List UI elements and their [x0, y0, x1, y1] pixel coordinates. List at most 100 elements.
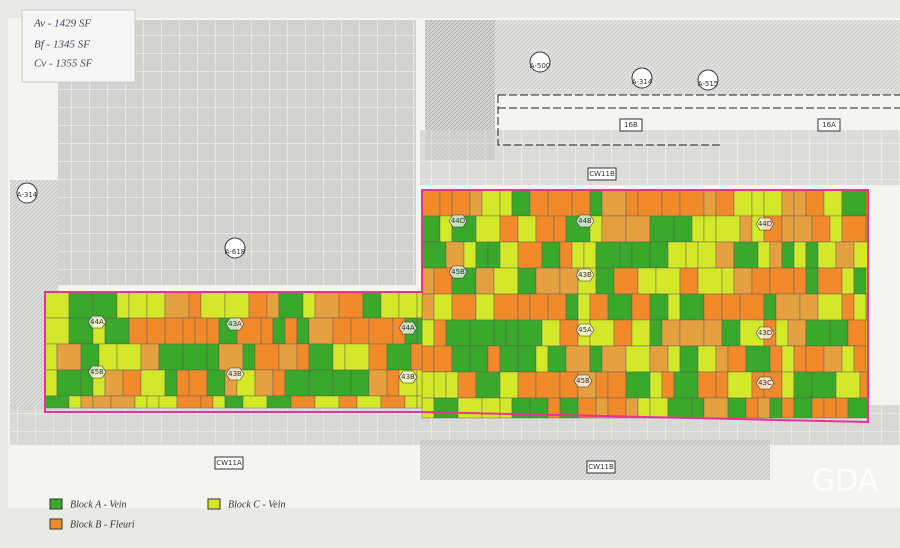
tile	[499, 397, 513, 419]
tile	[691, 397, 705, 419]
tile	[493, 293, 519, 321]
tile	[284, 317, 298, 345]
tile	[775, 319, 789, 347]
tile	[589, 319, 615, 347]
tile	[511, 189, 531, 217]
hatched-area	[420, 440, 770, 480]
tile	[781, 345, 795, 373]
tile	[451, 293, 477, 321]
tag-label: 43B	[578, 271, 592, 279]
tile	[469, 319, 495, 347]
tile	[595, 241, 621, 269]
tile	[715, 189, 735, 217]
tag-hexagon	[87, 365, 107, 379]
pink-outline	[44, 189, 869, 424]
tile	[769, 397, 783, 419]
tile	[775, 293, 801, 321]
tile	[697, 241, 717, 269]
tile	[517, 319, 543, 347]
tile	[499, 189, 513, 217]
tile	[847, 397, 869, 419]
tile	[613, 319, 633, 347]
tile	[691, 215, 705, 243]
tile	[421, 189, 441, 217]
tile	[433, 397, 459, 419]
tile	[517, 371, 537, 399]
ref-label: A-314	[632, 78, 653, 86]
tile	[559, 371, 579, 399]
tile	[703, 189, 717, 217]
tile	[817, 293, 843, 321]
tile	[817, 241, 837, 269]
tag-group: 44D 44B 44D 45B 43B 44A 43A 44A 45A 43D 45B 43B 43B 4…	[87, 214, 775, 390]
tile	[314, 291, 340, 319]
tile	[290, 395, 316, 409]
tile	[589, 189, 603, 217]
tile	[661, 319, 681, 347]
tile	[601, 345, 627, 373]
tile-field	[44, 189, 869, 419]
tile	[92, 395, 112, 409]
legend-label: Block A - Vein	[70, 499, 127, 510]
tile	[727, 371, 753, 399]
tile	[547, 345, 567, 373]
tile	[308, 343, 334, 371]
tile	[745, 397, 759, 419]
tile	[727, 397, 747, 419]
tile	[398, 291, 418, 319]
tile	[517, 215, 537, 243]
tile	[188, 369, 208, 397]
tile	[679, 345, 699, 373]
tile	[416, 395, 423, 409]
tag-label: 43B	[401, 373, 415, 381]
tile	[751, 267, 771, 295]
tag-label: 44A	[90, 318, 104, 326]
tag-hexagon	[225, 367, 245, 381]
tile	[631, 319, 651, 347]
tag-hexagon	[448, 214, 468, 228]
tile	[128, 291, 148, 319]
tile	[146, 317, 166, 345]
ref-label: A-500	[530, 62, 551, 70]
tile	[703, 293, 723, 321]
tile	[182, 317, 196, 345]
tile	[224, 291, 250, 319]
paving-area	[420, 130, 900, 185]
tile	[487, 345, 501, 373]
tile	[793, 371, 813, 399]
tile	[254, 369, 274, 397]
tile	[535, 267, 561, 295]
tag-label: 44D	[758, 220, 772, 228]
tile	[793, 241, 807, 269]
tile	[278, 291, 304, 319]
tile	[68, 395, 82, 409]
tile	[278, 343, 298, 371]
tile	[601, 189, 627, 217]
tile	[386, 343, 412, 371]
tile	[607, 371, 627, 399]
tile	[769, 267, 795, 295]
tag-hexagon	[573, 374, 593, 388]
tile	[655, 267, 681, 295]
tile	[176, 395, 202, 409]
tile	[799, 293, 819, 321]
tile	[787, 319, 807, 347]
tile	[847, 319, 867, 347]
tile	[475, 371, 501, 399]
tile	[565, 345, 591, 373]
tag-hexagon	[448, 265, 468, 279]
tile	[206, 343, 220, 371]
tile	[667, 241, 687, 269]
grid-tag	[586, 460, 616, 474]
tile	[547, 293, 567, 321]
tile	[517, 293, 531, 321]
tile	[224, 395, 244, 409]
tile	[332, 317, 352, 345]
tile	[92, 291, 118, 319]
tile	[164, 317, 184, 345]
tile	[308, 369, 334, 397]
tile	[176, 369, 190, 397]
tile	[817, 267, 843, 295]
tile	[637, 397, 651, 419]
tile	[631, 293, 651, 321]
